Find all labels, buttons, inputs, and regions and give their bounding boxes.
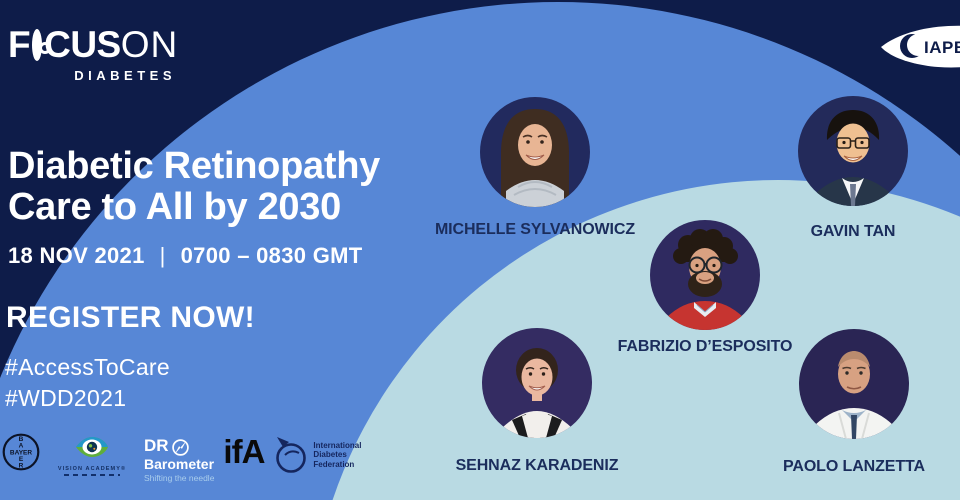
speaker-photo-fabrizio [650, 220, 760, 330]
brand-cus: CUS [44, 24, 121, 65]
event-datetime: 18 NOV 2021 | 0700 – 0830 GMT [8, 243, 362, 269]
hashtag-access-to-care: #AccessToCare [5, 354, 170, 380]
vision-academy-label: VISION ACADEMY® [57, 466, 127, 472]
svg-text:E: E [19, 456, 24, 463]
iapb-logo: IAPB [880, 23, 960, 69]
idf-label: International Diabetes Federation [313, 441, 362, 469]
hashtag-wdd2021: #WDD2021 [5, 384, 127, 411]
idf-circle-icon [276, 437, 307, 473]
svg-text:R: R [19, 463, 24, 470]
bayer-logo: BAYER B A E R [2, 433, 40, 476]
focus-eye-icon [32, 28, 52, 61]
speaker-name: PAOLO LANZETTA [783, 458, 925, 475]
speaker-photo-paolo [799, 329, 909, 439]
register-now-button[interactable]: REGISTER NOW! [6, 301, 255, 334]
sponsor-logos: BAYER B A E R VISION ACADEMY® DR [2, 433, 361, 483]
dr-barometer-tagline: Shifting the needle [144, 472, 215, 483]
brand-on: ON [120, 24, 179, 65]
speaker-photo-gavin [798, 96, 908, 206]
speaker-name: MICHELLE SYLVANOWICZ [434, 221, 636, 238]
speaker-photo-michelle [480, 97, 590, 207]
brand-f: F [8, 24, 31, 65]
speaker-sehnaz-karadeniz: SEHNAZ KARADENIZ [427, 328, 647, 475]
speaker-name: SEHNAZ KARADENIZ [455, 457, 619, 474]
speaker-gavin-tan: GAVIN TAN [743, 96, 960, 241]
speaker-name: FABRIZIO D’ESPOSITO [617, 338, 793, 355]
event-title-line1: Diabetic Retinopathy [8, 145, 380, 187]
event-title-line2: Care to All by 2030 [8, 186, 341, 229]
iapb-eye-icon: IAPB [881, 25, 960, 68]
svg-text:B: B [19, 436, 24, 443]
speaker-name: GAVIN TAN [810, 223, 896, 240]
speaker-fabrizio-desposito: FABRIZIO D’ESPOSITO [595, 220, 815, 356]
hashtags: #AccessToCare #WDD2021 [5, 352, 170, 413]
iapb-label: IAPB [924, 38, 960, 57]
event-time: 0700 – 0830 GMT [180, 243, 363, 268]
bayer-horizontal-text: BAYER [10, 449, 32, 456]
compass-icon [171, 439, 189, 456]
focus-on-diabetes-logo: F CUS ON DIABETES [8, 26, 178, 83]
barometer-label: Barometer [144, 456, 215, 472]
vision-academy-logo: VISION ACADEMY® [49, 435, 135, 476]
event-title: Diabetic Retinopathy Care to All by 2030 [8, 145, 380, 229]
vision-academy-tagline [64, 474, 120, 476]
speaker-photo-sehnaz [482, 328, 592, 438]
dr-label: DR [144, 436, 169, 455]
speaker-michelle-sylvanowicz: MICHELLE SYLVANOWICZ [425, 97, 645, 239]
ifa-logo: ifA [223, 433, 265, 470]
dr-barometer-logo: DR Barometer Shifting the needle [144, 436, 215, 483]
idf-logo: International Diabetes Federation [273, 435, 361, 475]
bayer-cross-icon: BAYER B A E R [2, 433, 40, 471]
brand-diabetes: DIABETES [74, 68, 176, 83]
vision-academy-eye-icon [76, 437, 108, 457]
datetime-separator: | [159, 243, 166, 268]
speaker-paolo-lanzetta: PAOLO LANZETTA [744, 329, 960, 476]
event-date: 18 NOV 2021 [8, 243, 145, 268]
svg-text:A: A [19, 443, 24, 450]
